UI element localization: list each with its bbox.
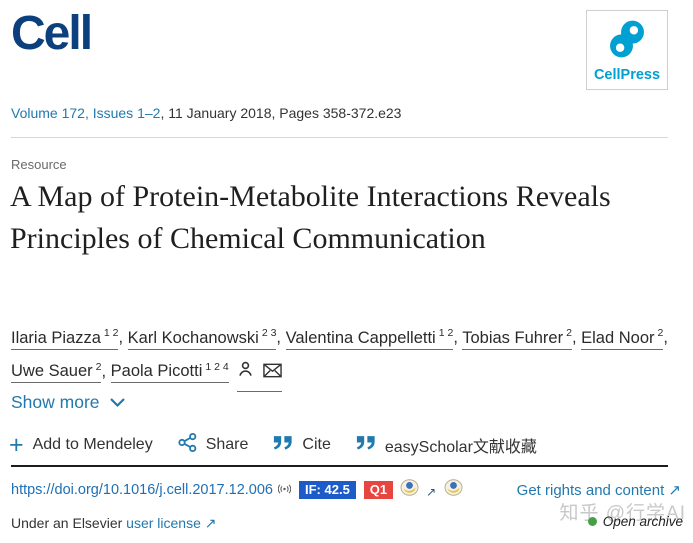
user-license-label: user license	[126, 515, 201, 531]
author-name: Elad Noor	[581, 328, 655, 347]
author-name: Uwe Sauer	[11, 362, 93, 380]
open-archive-dot-icon	[587, 517, 597, 526]
doi-link[interactable]: https://doi.org/10.1016/j.cell.2017.12.0…	[11, 482, 273, 498]
author-name: Karl Kochanowski	[127, 328, 259, 347]
author-link[interactable]: Tobias Fuhrer 2	[462, 327, 572, 350]
add-to-mendeley-label: Add to Mendeley	[32, 436, 153, 453]
open-archive-label: Open archive	[602, 514, 683, 529]
quote-icon	[356, 435, 376, 455]
easyscholar-rank-icon[interactable]	[400, 479, 419, 501]
chevron-down-icon	[109, 392, 126, 413]
impact-factor-badge: IF: 42.5	[299, 481, 356, 499]
easyscholar-collect-button[interactable]: easyScholar文献收藏	[356, 433, 537, 457]
easyscholar-rank-icon[interactable]	[444, 479, 463, 501]
author-link[interactable]: Ilaria Piazza 1 2	[11, 327, 119, 350]
volume-issue-link[interactable]: Volume 172, Issues 1–2	[11, 105, 161, 121]
article-type-label: Resource	[11, 157, 67, 172]
author-separator: ,	[663, 328, 668, 347]
author-affiliation-sup: 1 2	[103, 327, 119, 339]
corresponding-author-envelope-icon	[262, 359, 282, 388]
external-link-arrow-icon: ↗	[200, 515, 217, 531]
author-name: Valentina Cappelletti	[285, 328, 436, 347]
author-link[interactable]: Karl Kochanowski 2 3	[127, 327, 277, 350]
author-separator: ,	[101, 362, 111, 380]
open-archive-status: Open archive	[587, 514, 683, 529]
user-license-link[interactable]: user license ↗	[126, 515, 216, 531]
show-more-label: Show more	[11, 392, 100, 412]
action-toolbar: + Add to Mendeley Share Cite	[9, 431, 537, 459]
author-name: Paola Picotti	[110, 362, 203, 380]
quartile-badge: Q1	[363, 481, 394, 499]
cellpress-logo-text: CellPress	[593, 67, 661, 83]
date-pages-text: , 11 January 2018, Pages 358-372.e23	[160, 105, 402, 121]
content-divider	[11, 465, 668, 467]
quote-icon	[273, 435, 293, 455]
license-prefix-text: Under an Elsevier	[11, 515, 127, 531]
author-separator: ,	[453, 328, 463, 347]
license-line: Under an Elsevier user license ↗	[11, 515, 217, 532]
add-to-mendeley-button[interactable]: + Add to Mendeley	[9, 431, 153, 459]
author-list: Ilaria Piazza 1 2, Karl Kochanowski 2 3, V…	[11, 327, 668, 383]
author-link[interactable]: Paola Picotti 1 2 4	[110, 360, 229, 383]
author-link[interactable]: Uwe Sauer 2	[11, 360, 102, 383]
doi-row: https://doi.org/10.1016/j.cell.2017.12.0…	[11, 479, 681, 501]
author-separator: ,	[571, 328, 582, 347]
author-person-icon	[237, 359, 254, 388]
author-link[interactable]: Elad Noor 2	[581, 327, 664, 350]
article-title: A Map of Protein-Metabolite Interactions…	[10, 180, 611, 255]
easyscholar-label: easyScholar文献收藏	[384, 439, 537, 456]
author-affiliation-sup: 2	[566, 327, 572, 339]
author-separator: ,	[118, 328, 128, 347]
author-affiliation-sup: 2 3	[261, 327, 277, 339]
author-separator: ,	[276, 328, 286, 347]
author-affiliation-sup: 1 2	[438, 327, 454, 339]
doi-group: https://doi.org/10.1016/j.cell.2017.12.0…	[11, 479, 463, 501]
author-affiliation-sup: 2	[657, 327, 664, 339]
cellpress-swirl-icon	[605, 17, 649, 66]
cell-journal-logo: Cell	[11, 7, 93, 60]
show-more-button[interactable]: Show more	[11, 392, 126, 413]
plus-icon: +	[9, 431, 24, 459]
broadcast-icon	[277, 481, 292, 499]
share-label: Share	[205, 436, 249, 453]
volume-issue-line: Volume 172, Issues 1–2, 11 January 2018,…	[11, 105, 401, 121]
get-rights-label: Get rights and content	[516, 482, 665, 499]
cite-label: Cite	[302, 436, 331, 453]
external-link-arrow-icon: ↗	[664, 482, 681, 499]
share-icon	[178, 432, 197, 457]
cellpress-logo-box: CellPress	[586, 10, 668, 90]
author-name: Ilaria Piazza	[11, 328, 101, 347]
author-contact-icons[interactable]	[236, 359, 282, 392]
header-divider	[11, 137, 668, 138]
mini-external-arrow-icon: ↗	[426, 485, 437, 499]
cite-button[interactable]: Cite	[273, 435, 331, 455]
get-rights-link[interactable]: Get rights and content ↗	[517, 481, 681, 499]
author-affiliation-sup: 1 2 4	[205, 360, 229, 373]
author-affiliation-sup: 2	[95, 360, 102, 373]
share-button[interactable]: Share	[178, 432, 249, 457]
author-link[interactable]: Valentina Cappelletti 1 2	[285, 327, 454, 350]
author-line: Ilaria Piazza 1 2, Karl Kochanowski 2 3, V…	[11, 319, 675, 392]
author-name: Tobias Fuhrer	[462, 328, 564, 347]
